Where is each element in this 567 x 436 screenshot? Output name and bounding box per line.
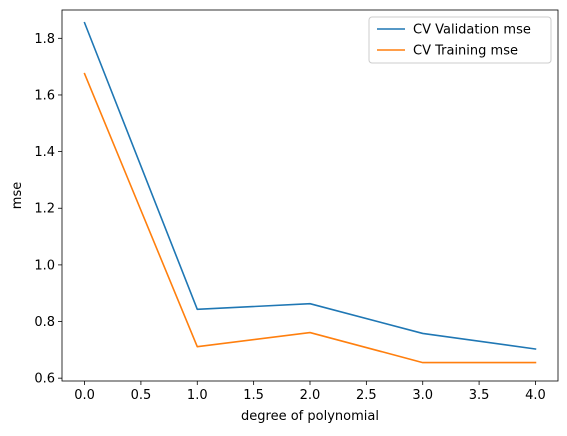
legend-label-1: CV Training mse <box>413 44 518 59</box>
x-tick-label: 4.0 <box>525 388 546 403</box>
x-tick-label: 3.5 <box>469 388 490 403</box>
series-layer <box>83 21 537 364</box>
legend-box <box>368 16 552 64</box>
x-tick-label: 2.0 <box>300 388 321 403</box>
y-tick-label: 1.4 <box>34 145 55 160</box>
y-tick-label: 1.0 <box>34 258 55 273</box>
x-tick-label: 0.5 <box>131 388 152 403</box>
plot-area <box>61 9 559 382</box>
legend-label-0: CV Validation mse <box>413 23 531 38</box>
y-tick-label: 1.8 <box>34 32 55 47</box>
y-axis-ticks: 0.6 0.8 1.0 1.2 1.4 1.6 1.8 <box>34 32 62 387</box>
x-tick-label: 3.0 <box>412 388 433 403</box>
x-tick-label: 1.0 <box>187 388 208 403</box>
y-tick-label: 0.8 <box>34 315 55 330</box>
x-tick-label: 1.5 <box>243 388 264 403</box>
x-tick-label: 0.0 <box>74 388 95 403</box>
x-tick-label: 2.5 <box>356 388 377 403</box>
legend: CV Validation mse CV Training mse <box>368 16 552 64</box>
x-axis-label: degree of polynomial <box>241 409 379 424</box>
y-tick-label: 1.6 <box>34 88 55 103</box>
x-axis-ticks: 0.0 0.5 1.0 1.5 2.0 2.5 3.0 3.5 4.0 <box>74 381 546 403</box>
series-line-0 <box>83 21 537 350</box>
y-tick-label: 1.2 <box>34 202 55 217</box>
y-axis-label: mse <box>10 182 25 209</box>
series-line-1 <box>83 72 537 364</box>
y-tick-label: 0.6 <box>34 372 55 387</box>
